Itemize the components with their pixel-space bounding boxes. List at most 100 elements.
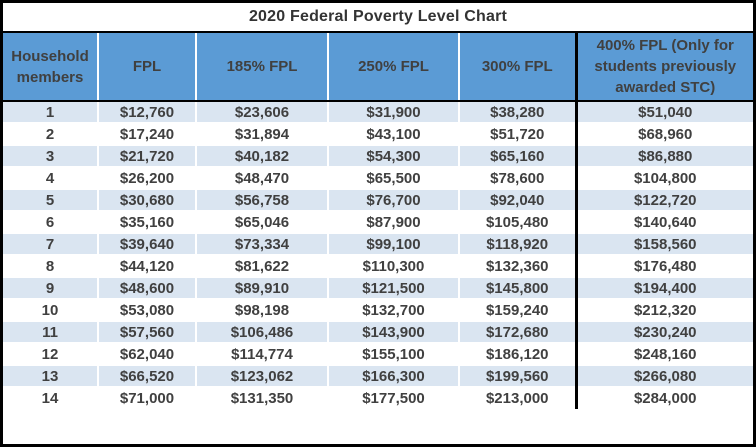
fpl-185-cell: $123,062	[196, 365, 329, 388]
household-members-cell: 8	[3, 255, 99, 278]
fpl-cell: $17,240	[98, 123, 197, 146]
header-row: Household members FPL 185% FPL 250% FPL …	[3, 33, 753, 102]
column-header-400-fpl-stc: 400% FPL (Only for students previously a…	[574, 33, 753, 102]
fpl-400-cell: $266,080	[574, 365, 753, 388]
fpl-185-cell: $114,774	[196, 343, 329, 366]
fpl-250-cell: $76,700	[328, 189, 460, 212]
fpl-400-cell: $284,000	[574, 387, 753, 409]
fpl-table: Household members FPL 185% FPL 250% FPL …	[3, 33, 753, 409]
fpl-cell: $26,200	[98, 167, 197, 190]
column-header-fpl: FPL	[98, 33, 197, 102]
table-row: 11 $57,560 $106,486 $143,900 $172,680 $2…	[3, 321, 753, 344]
fpl-300-cell: $38,280	[459, 101, 577, 124]
fpl-185-cell: $106,486	[196, 321, 329, 344]
chart-title-bar: 2020 Federal Poverty Level Chart	[3, 3, 753, 33]
table-row: 13 $66,520 $123,062 $166,300 $199,560 $2…	[3, 365, 753, 388]
fpl-185-cell: $65,046	[196, 211, 329, 234]
fpl-400-cell: $86,880	[574, 145, 753, 168]
household-members-cell: 2	[3, 123, 99, 146]
fpl-cell: $53,080	[98, 299, 197, 322]
table-row: 3 $21,720 $40,182 $54,300 $65,160 $86,88…	[3, 145, 753, 168]
table-row: 9 $48,600 $89,910 $121,500 $145,800 $194…	[3, 277, 753, 300]
table-row: 8 $44,120 $81,622 $110,300 $132,360 $176…	[3, 255, 753, 278]
fpl-cell: $30,680	[98, 189, 197, 212]
fpl-250-cell: $99,100	[328, 233, 460, 256]
fpl-300-cell: $65,160	[459, 145, 577, 168]
table-body: 1 $12,760 $23,606 $31,900 $38,280 $51,04…	[3, 101, 753, 409]
fpl-250-cell: $132,700	[328, 299, 460, 322]
fpl-185-cell: $89,910	[196, 277, 329, 300]
fpl-400-cell: $140,640	[574, 211, 753, 234]
fpl-400-cell: $194,400	[574, 277, 753, 300]
column-header-300-fpl: 300% FPL	[459, 33, 577, 102]
fpl-250-cell: $110,300	[328, 255, 460, 278]
column-header-household-members: Household members	[3, 33, 99, 102]
fpl-250-cell: $31,900	[328, 101, 460, 124]
chart-title: 2020 Federal Poverty Level Chart	[248, 8, 508, 25]
fpl-185-cell: $131,350	[196, 387, 329, 409]
fpl-250-cell: $65,500	[328, 167, 460, 190]
fpl-185-cell: $81,622	[196, 255, 329, 278]
fpl-185-cell: $40,182	[196, 145, 329, 168]
household-members-cell: 10	[3, 299, 99, 322]
fpl-250-cell: $143,900	[328, 321, 460, 344]
table-row: 4 $26,200 $48,470 $65,500 $78,600 $104,8…	[3, 167, 753, 190]
fpl-250-cell: $43,100	[328, 123, 460, 146]
fpl-250-cell: $177,500	[328, 387, 460, 409]
fpl-185-cell: $31,894	[196, 123, 329, 146]
household-members-cell: 6	[3, 211, 99, 234]
fpl-185-cell: $56,758	[196, 189, 329, 212]
fpl-185-cell: $98,198	[196, 299, 329, 322]
fpl-400-cell: $230,240	[574, 321, 753, 344]
fpl-250-cell: $54,300	[328, 145, 460, 168]
fpl-cell: $66,520	[98, 365, 197, 388]
column-header-185-fpl: 185% FPL	[196, 33, 329, 102]
table-row: 10 $53,080 $98,198 $132,700 $159,240 $21…	[3, 299, 753, 322]
fpl-cell: $21,720	[98, 145, 197, 168]
household-members-cell: 1	[3, 101, 99, 124]
table-row: 2 $17,240 $31,894 $43,100 $51,720 $68,96…	[3, 123, 753, 146]
fpl-400-cell: $51,040	[574, 101, 753, 124]
table-row: 1 $12,760 $23,606 $31,900 $38,280 $51,04…	[3, 101, 753, 124]
fpl-185-cell: $23,606	[196, 101, 329, 124]
fpl-185-cell: $73,334	[196, 233, 329, 256]
fpl-cell: $57,560	[98, 321, 197, 344]
household-members-cell: 5	[3, 189, 99, 212]
fpl-300-cell: $132,360	[459, 255, 577, 278]
fpl-cell: $12,760	[98, 101, 197, 124]
fpl-250-cell: $166,300	[328, 365, 460, 388]
column-header-250-fpl: 250% FPL	[328, 33, 460, 102]
household-members-cell: 12	[3, 343, 99, 366]
household-members-cell: 9	[3, 277, 99, 300]
table-row: 6 $35,160 $65,046 $87,900 $105,480 $140,…	[3, 211, 753, 234]
household-members-cell: 4	[3, 167, 99, 190]
fpl-cell: $48,600	[98, 277, 197, 300]
fpl-300-cell: $145,800	[459, 277, 577, 300]
fpl-400-cell: $212,320	[574, 299, 753, 322]
household-members-cell: 3	[3, 145, 99, 168]
table-row: 14 $71,000 $131,350 $177,500 $213,000 $2…	[3, 387, 753, 409]
fpl-250-cell: $155,100	[328, 343, 460, 366]
fpl-400-cell: $248,160	[574, 343, 753, 366]
fpl-400-cell: $122,720	[574, 189, 753, 212]
fpl-300-cell: $78,600	[459, 167, 577, 190]
fpl-250-cell: $121,500	[328, 277, 460, 300]
fpl-300-cell: $172,680	[459, 321, 577, 344]
fpl-400-cell: $176,480	[574, 255, 753, 278]
fpl-cell: $62,040	[98, 343, 197, 366]
fpl-185-cell: $48,470	[196, 167, 329, 190]
table-row: 5 $30,680 $56,758 $76,700 $92,040 $122,7…	[3, 189, 753, 212]
fpl-400-cell: $68,960	[574, 123, 753, 146]
household-members-cell: 13	[3, 365, 99, 388]
table-row: 12 $62,040 $114,774 $155,100 $186,120 $2…	[3, 343, 753, 366]
fpl-400-cell: $104,800	[574, 167, 753, 190]
fpl-cell: $35,160	[98, 211, 197, 234]
fpl-300-cell: $105,480	[459, 211, 577, 234]
fpl-cell: $71,000	[98, 387, 197, 409]
fpl-400-cell: $158,560	[574, 233, 753, 256]
fpl-250-cell: $87,900	[328, 211, 460, 234]
fpl-300-cell: $186,120	[459, 343, 577, 366]
fpl-300-cell: $118,920	[459, 233, 577, 256]
fpl-cell: $39,640	[98, 233, 197, 256]
table-row: 7 $39,640 $73,334 $99,100 $118,920 $158,…	[3, 233, 753, 256]
